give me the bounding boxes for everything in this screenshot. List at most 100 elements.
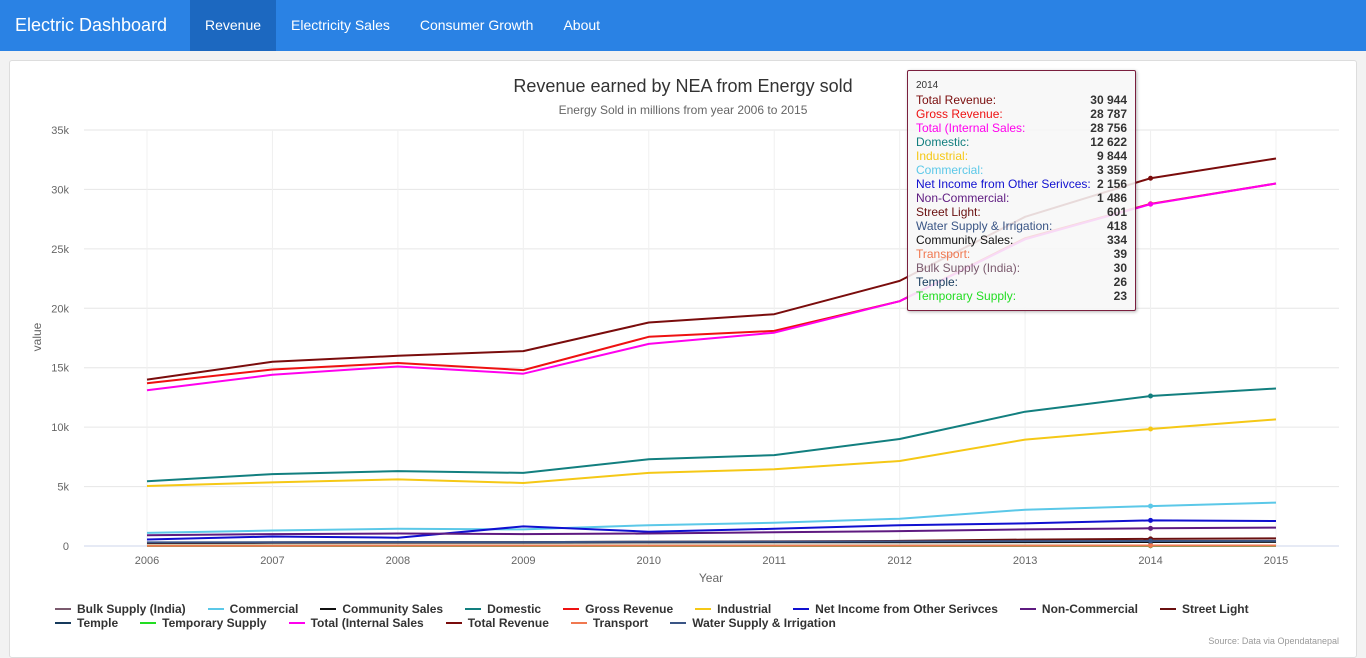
tooltip-row-value: 26 bbox=[1113, 275, 1127, 289]
x-tick-label: 2012 bbox=[887, 555, 911, 567]
legend-item[interactable]: Commercial bbox=[207, 602, 299, 616]
legend-label: Gross Revenue bbox=[585, 602, 674, 616]
x-tick-label: 2010 bbox=[637, 555, 661, 567]
brand-link[interactable]: Electric Dashboard bbox=[15, 15, 168, 35]
y-axis-title: value bbox=[30, 322, 44, 351]
y-tick-label: 30k bbox=[51, 184, 69, 196]
legend-item[interactable]: Temple bbox=[55, 616, 118, 630]
legend-label: Community Sales bbox=[342, 602, 444, 616]
legend-symbol-icon bbox=[570, 622, 587, 624]
legend-symbol-icon bbox=[1019, 608, 1036, 610]
tooltip-row-label: Net Income from Other Serivces: bbox=[916, 177, 1091, 191]
y-tick-label: 20k bbox=[51, 303, 69, 315]
legend-symbol-icon bbox=[207, 608, 224, 610]
chart-credit[interactable]: Source: Data via Opendatanepal bbox=[1208, 636, 1339, 646]
legend-item[interactable]: Total Revenue bbox=[445, 616, 549, 630]
series-point-domestic[interactable] bbox=[1148, 393, 1154, 399]
tooltip-row-label: Gross Revenue: bbox=[916, 107, 1003, 121]
tooltip-row-label: Transport: bbox=[916, 247, 971, 261]
tooltip-row: Street Light: 601 bbox=[916, 205, 1127, 219]
series-line-commercial[interactable] bbox=[146, 501, 1277, 534]
tooltip-row: Commercial: 3 359 bbox=[916, 163, 1127, 177]
tooltip-row-label: Water Supply & Irrigation: bbox=[916, 219, 1053, 233]
series-point-transport[interactable] bbox=[1148, 543, 1154, 549]
x-tick-label: 2014 bbox=[1138, 555, 1162, 567]
chart-tooltip: 2014 Total Revenue: 30 944 Gross Revenue: 2… bbox=[907, 70, 1136, 311]
tooltip-row: Non-Commercial: 1 486 bbox=[916, 191, 1127, 205]
nav-revenue[interactable]: Revenue bbox=[190, 0, 277, 51]
tooltip-row: Domestic: 12 622 bbox=[916, 135, 1127, 149]
tooltip-row-value: 418 bbox=[1106, 219, 1127, 233]
tooltip-row-value: 39 bbox=[1113, 247, 1127, 261]
series-line-non-commercial[interactable] bbox=[146, 526, 1277, 537]
legend-item[interactable]: Industrial bbox=[695, 602, 771, 616]
x-tick-label: 2006 bbox=[135, 555, 159, 567]
series-point-total-internal-sales[interactable] bbox=[1148, 201, 1154, 207]
legend-item[interactable]: Net Income from Other Serivces bbox=[793, 602, 998, 616]
legend-item[interactable]: Temporary Supply bbox=[140, 616, 267, 630]
tooltip-row-label: Street Light: bbox=[916, 205, 981, 219]
legend-label: Total Revenue bbox=[467, 616, 549, 630]
tooltip-row-value: 30 944 bbox=[1090, 93, 1127, 107]
legend-symbol-icon bbox=[563, 608, 580, 610]
legend-item[interactable]: Non-Commercial bbox=[1019, 602, 1138, 616]
series-line-industrial[interactable] bbox=[146, 418, 1277, 487]
legend-label: Commercial bbox=[229, 602, 299, 616]
series-point-commercial[interactable] bbox=[1148, 503, 1154, 509]
tooltip-row-value: 601 bbox=[1106, 205, 1127, 219]
series-point-net-income-from-other-serivces[interactable] bbox=[1148, 517, 1154, 523]
legend-item[interactable]: Transport bbox=[570, 616, 649, 630]
tooltip-row-label: Total (Internal Sales: bbox=[916, 121, 1026, 135]
nav-about[interactable]: About bbox=[563, 17, 601, 33]
tooltip-row-value: 3 359 bbox=[1096, 163, 1127, 177]
nav-electricity-sales[interactable]: Electricity Sales bbox=[291, 17, 390, 33]
chart-legend: Bulk Supply (India) Commercial Community S… bbox=[55, 602, 1335, 630]
series-point-water-supply-irrigation[interactable] bbox=[1148, 538, 1154, 544]
tooltip-row: Temple: 26 bbox=[916, 275, 1127, 289]
y-tick-label: 5k bbox=[57, 482, 69, 494]
legend-item[interactable]: Street Light bbox=[1159, 602, 1249, 616]
tooltip-row: Transport: 39 bbox=[916, 247, 1127, 261]
tooltip-row: Industrial: 9 844 bbox=[916, 149, 1127, 163]
x-tick-label: 2007 bbox=[260, 555, 284, 567]
tooltip-row-label: Domestic: bbox=[916, 135, 970, 149]
legend-symbol-icon bbox=[288, 622, 305, 624]
series-line-domestic[interactable] bbox=[146, 387, 1277, 483]
legend-symbol-icon bbox=[445, 622, 462, 624]
tooltip-row-value: 2 156 bbox=[1096, 177, 1127, 191]
legend-item[interactable]: Water Supply & Irrigation bbox=[670, 616, 836, 630]
legend-item[interactable]: Community Sales bbox=[320, 602, 443, 616]
nav-consumer-growth[interactable]: Consumer Growth bbox=[419, 17, 534, 33]
nav-menu: Revenue Electricity Sales Consumer Growt… bbox=[190, 0, 615, 51]
tooltip-row-value: 30 bbox=[1113, 261, 1127, 275]
y-tick-label: 35k bbox=[51, 125, 69, 137]
legend-symbol-icon bbox=[320, 608, 337, 610]
chart-title: Revenue earned by NEA from Energy sold bbox=[513, 76, 852, 96]
series-point-industrial[interactable] bbox=[1148, 426, 1154, 432]
legend-symbol-icon bbox=[55, 608, 71, 610]
series-line-net-income-from-other-serivces[interactable] bbox=[146, 519, 1277, 541]
tooltip-row-value: 23 bbox=[1113, 289, 1127, 303]
legend-item[interactable]: Gross Revenue bbox=[563, 602, 673, 616]
tooltip-row-value: 9 844 bbox=[1096, 149, 1127, 163]
navbar: Electric Dashboard Revenue Electricity S… bbox=[0, 0, 1366, 51]
x-tick-label: 2013 bbox=[1013, 555, 1037, 567]
legend-item[interactable]: Bulk Supply (India) bbox=[55, 602, 186, 616]
legend-label: Temple bbox=[77, 616, 119, 630]
tooltip-row: Gross Revenue: 28 787 bbox=[916, 107, 1127, 121]
legend-label: Temporary Supply bbox=[162, 616, 267, 630]
legend-symbol-icon bbox=[465, 608, 482, 610]
series-point-non-commercial[interactable] bbox=[1148, 525, 1154, 531]
x-tick-label: 2015 bbox=[1264, 555, 1288, 567]
legend-label: Transport bbox=[592, 616, 649, 630]
legend-item[interactable]: Domestic bbox=[465, 602, 541, 616]
series-line-water-supply-irrigation[interactable] bbox=[146, 539, 1277, 544]
legend-label: Street Light bbox=[1181, 602, 1249, 616]
legend-symbol-icon bbox=[670, 622, 687, 624]
tooltip-row: Bulk Supply (India): 30 bbox=[916, 261, 1127, 275]
series-point-total-revenue[interactable] bbox=[1148, 175, 1154, 181]
tooltip-row-value: 28 756 bbox=[1090, 121, 1127, 135]
legend-item[interactable]: Total (Internal Sales bbox=[288, 616, 424, 630]
legend-label: Bulk Supply (India) bbox=[77, 602, 186, 616]
